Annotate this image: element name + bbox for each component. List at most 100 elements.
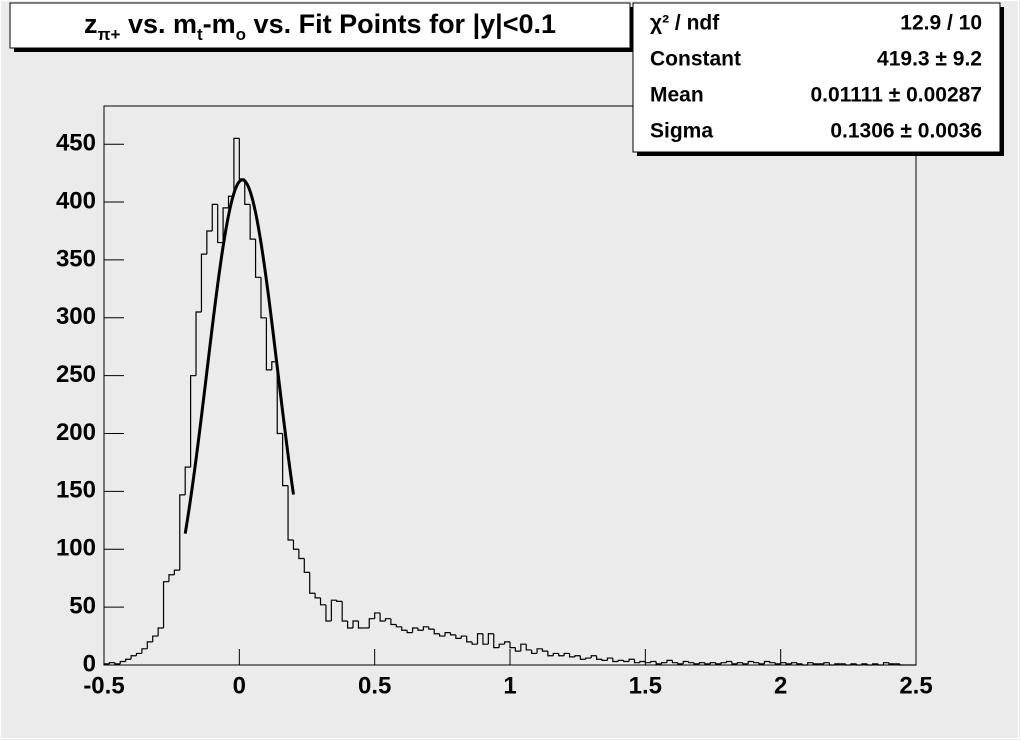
histogram-bin — [152, 635, 159, 642]
histogram-bin — [720, 662, 727, 664]
stat-label: Mean — [650, 84, 704, 107]
histogram-bin — [130, 655, 137, 660]
histogram-bin — [861, 663, 868, 665]
x-tick-label: 0 — [233, 672, 246, 699]
histogram-bin — [585, 657, 592, 660]
histogram-bin — [899, 663, 906, 666]
histogram-bin — [357, 621, 364, 629]
histogram-bin — [433, 629, 440, 635]
histogram-bin — [390, 618, 397, 626]
histogram-bin — [135, 652, 142, 656]
title-text: vs. Fit Points for |y|<0.1 — [246, 9, 556, 39]
histogram-bin — [406, 630, 413, 634]
histogram-bin — [282, 433, 289, 487]
histogram-bin — [206, 230, 213, 255]
title-text: -m — [203, 9, 236, 39]
histogram-bin — [563, 652, 570, 656]
histogram-bin — [823, 662, 830, 664]
histogram-bin — [374, 612, 381, 619]
histogram-bin — [341, 601, 348, 622]
histogram-bin — [265, 317, 272, 371]
histogram-bin — [882, 662, 889, 665]
histogram-bin — [347, 621, 354, 629]
stat-value: 0.01111 ± 0.00287 — [810, 84, 982, 107]
histogram-bin — [655, 661, 662, 665]
histogram-bin — [888, 662, 895, 665]
histogram-bin — [162, 581, 169, 628]
histogram-bin — [552, 652, 559, 656]
histogram-bin — [125, 658, 132, 662]
histogram-bin — [807, 662, 814, 665]
histogram-bin — [276, 361, 283, 435]
histogram-bin — [314, 593, 321, 599]
histogram-bin — [471, 641, 478, 645]
y-tick-label: 50 — [69, 592, 96, 619]
histogram-bin — [108, 662, 115, 664]
histogram-bin — [503, 641, 510, 645]
histogram-bin — [633, 659, 640, 664]
histogram-bin — [422, 626, 429, 631]
histogram-bin — [336, 600, 343, 602]
histogram-bin — [498, 643, 505, 648]
x-tick-label: -0.5 — [83, 672, 124, 699]
histogram-bin — [244, 178, 251, 205]
histogram-bin — [460, 635, 467, 639]
histogram-bin — [617, 659, 624, 662]
histogram-bin — [514, 647, 521, 652]
histogram-bin — [596, 655, 603, 660]
histogram-bin — [704, 662, 711, 665]
stats-box — [632, 2, 1001, 153]
histogram-bin — [850, 663, 857, 665]
histogram-bin — [379, 612, 386, 622]
histogram-bin — [855, 663, 862, 666]
x-tick-label: 1 — [503, 672, 516, 699]
histogram-bin — [866, 663, 873, 666]
histogram-bin — [606, 657, 613, 661]
histogram-bin — [411, 627, 418, 633]
histogram-bin — [395, 624, 402, 628]
stat-label: Constant — [650, 48, 741, 71]
histogram-bin — [790, 662, 797, 664]
histogram-bin — [758, 662, 765, 665]
histogram-bin — [828, 662, 835, 666]
histogram-bin — [558, 653, 565, 657]
x-tick-label: 1.5 — [629, 672, 662, 699]
histogram-bin — [785, 662, 792, 665]
stat-label: χ² / ndf — [650, 12, 720, 35]
histogram-bin — [568, 653, 575, 658]
histogram-bin — [368, 618, 375, 628]
histogram-bin — [753, 661, 760, 664]
histogram-bin — [309, 572, 316, 594]
histogram-bin — [774, 662, 781, 665]
x-tick-label: 0.5 — [358, 672, 391, 699]
stat-value: 12.9 / 10 — [900, 12, 982, 35]
histogram-bin — [812, 662, 819, 665]
histogram-bin — [742, 662, 749, 665]
y-tick-label: 300 — [56, 303, 96, 330]
histogram-bin — [179, 494, 186, 571]
y-tick-label: 350 — [56, 245, 96, 272]
histogram-bin — [439, 633, 446, 637]
histogram-bin — [184, 466, 191, 495]
histogram-bin — [579, 655, 586, 660]
histogram-bin — [709, 662, 716, 664]
histogram-bin — [401, 626, 408, 631]
histogram-bin — [660, 662, 667, 664]
histogram-bin — [541, 648, 548, 652]
histogram-bin — [639, 660, 646, 663]
histogram-bin — [877, 663, 884, 666]
title-subscript: π+ — [97, 25, 120, 44]
plot — [103, 137, 916, 666]
histogram-bin — [352, 620, 359, 628]
histogram-bin — [693, 662, 700, 665]
histogram-bin — [482, 633, 489, 645]
histogram-bin — [715, 662, 722, 665]
histogram-bin — [731, 661, 738, 665]
y-tick-label: 400 — [56, 187, 96, 214]
histogram-bin — [292, 540, 299, 550]
histogram-bin — [168, 574, 175, 582]
histogram-bin — [487, 633, 494, 645]
histogram-bin — [217, 204, 224, 244]
histogram-bin — [725, 660, 732, 663]
